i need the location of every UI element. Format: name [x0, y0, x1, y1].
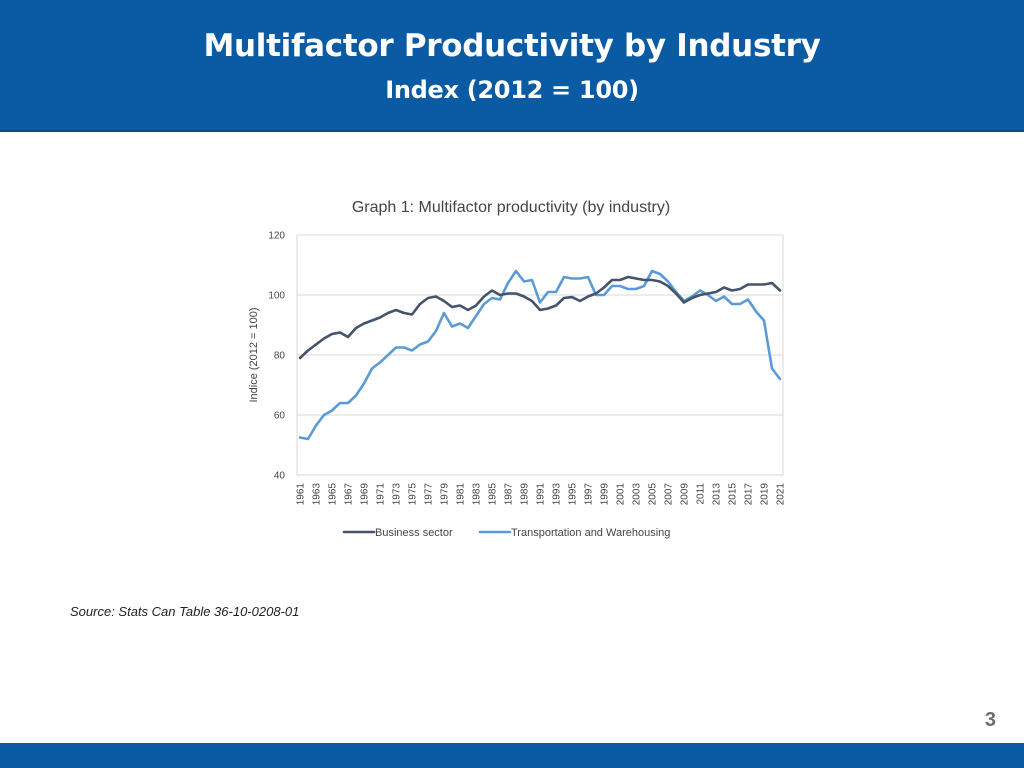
x-tick-1977: 1977: [424, 483, 435, 506]
x-tick-1961: 1961: [296, 483, 307, 506]
x-tick-1997: 1997: [584, 483, 595, 506]
x-tick-1999: 1999: [600, 483, 611, 506]
page-number: 3: [984, 709, 996, 731]
header-banner: Multifactor Productivity by Industry Ind…: [0, 0, 1024, 132]
x-tick-1975: 1975: [408, 483, 419, 506]
x-tick-2001: 2001: [616, 483, 627, 506]
x-tick-1971: 1971: [376, 483, 387, 506]
x-tick-1979: 1979: [440, 483, 451, 506]
chart-container: Graph 1: Multifactor productivity (by in…: [224, 180, 800, 556]
y-tick-40: 40: [274, 471, 286, 482]
y-tick-80: 80: [274, 351, 286, 362]
x-tick-2003: 2003: [632, 483, 643, 506]
source-note: Source: Stats Can Table 36-10-0208-01: [70, 604, 300, 619]
x-tick-1981: 1981: [456, 483, 467, 506]
x-tick-2013: 2013: [712, 483, 723, 506]
legend-label-business-sector: Business sector: [375, 527, 453, 539]
x-tick-1967: 1967: [344, 483, 355, 506]
x-tick-2009: 2009: [680, 483, 691, 506]
page-title: Multifactor Productivity by Industry: [203, 28, 821, 64]
series-line-business-sector: [298, 275, 782, 360]
x-tick-1969: 1969: [360, 483, 371, 506]
x-tick-1983: 1983: [472, 483, 483, 506]
x-tick-1989: 1989: [520, 483, 531, 506]
y-tick-100: 100: [268, 291, 285, 302]
legend-label-transportation-and-warehousing: Transportation and Warehousing: [511, 527, 670, 539]
x-tick-2005: 2005: [648, 483, 659, 506]
x-tick-1991: 1991: [536, 483, 547, 506]
x-tick-1963: 1963: [312, 483, 323, 506]
series-line-transportation-and-warehousing: [298, 269, 782, 441]
x-tick-2011: 2011: [696, 483, 707, 505]
x-tick-1995: 1995: [568, 483, 579, 506]
x-tick-1987: 1987: [504, 483, 515, 506]
x-tick-2019: 2019: [760, 483, 771, 506]
x-tick-2015: 2015: [728, 483, 739, 506]
x-tick-1965: 1965: [328, 483, 339, 506]
y-axis-label: Indice (2012 = 100): [248, 307, 260, 402]
x-tick-1973: 1973: [392, 483, 403, 506]
y-tick-60: 60: [274, 411, 286, 422]
chart-title: Graph 1: Multifactor productivity (by in…: [352, 199, 670, 216]
x-tick-2017: 2017: [744, 483, 755, 506]
footer-bar: [0, 743, 1024, 768]
x-tick-2007: 2007: [664, 483, 675, 506]
y-tick-120: 120: [268, 231, 285, 242]
x-tick-1985: 1985: [488, 483, 499, 506]
page-subtitle: Index (2012 = 100): [385, 76, 639, 104]
multifactor-chart: Graph 1: Multifactor productivity (by in…: [248, 199, 787, 539]
x-tick-1993: 1993: [552, 483, 563, 506]
x-tick-2021: 2021: [776, 483, 787, 506]
